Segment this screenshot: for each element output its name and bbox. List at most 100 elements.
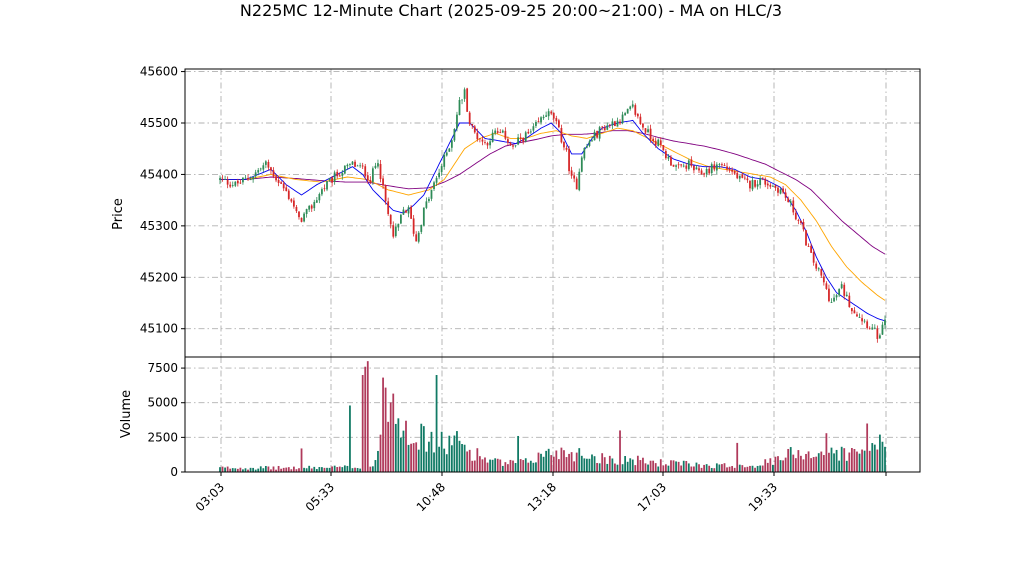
candle-body [343, 165, 346, 174]
candle-body [868, 328, 871, 330]
volume-bar [642, 457, 644, 472]
ma-fast-line [220, 119, 886, 322]
volume-bar [458, 440, 461, 472]
candle-body [491, 132, 494, 143]
volume-bar [504, 462, 507, 472]
candle-body [422, 207, 425, 226]
volume-bar [873, 444, 876, 472]
volume-bar [649, 460, 652, 472]
candle-body [850, 308, 853, 312]
volume-bar [713, 468, 716, 472]
volume-bar [570, 452, 573, 472]
volume-bar [805, 453, 807, 472]
volume-bar [680, 465, 683, 472]
candle-body [682, 165, 685, 167]
volume-bar [532, 462, 535, 472]
volume-bar [519, 459, 522, 472]
candle-body [769, 184, 772, 187]
candle-body [295, 206, 298, 212]
candle-body [550, 111, 553, 114]
volume-bar [356, 468, 359, 472]
volume-bar [473, 460, 476, 472]
candle-body [815, 263, 818, 269]
candle-body [254, 172, 257, 177]
volume-bar [777, 456, 779, 472]
candle-body [305, 209, 308, 215]
volume-bar [784, 457, 787, 472]
candle-body [853, 310, 856, 314]
volume-bar [555, 450, 558, 472]
x-tick-label: 19:33 [746, 480, 780, 514]
candle-body [631, 104, 634, 107]
price-tick-label: 45300 [140, 219, 178, 233]
volume-bar [769, 458, 772, 472]
volume-bar [305, 468, 308, 472]
candle-body [848, 295, 851, 308]
volume-bar [685, 460, 688, 472]
volume-bar [430, 431, 433, 472]
volume-bar [690, 466, 693, 472]
candle-body [657, 139, 660, 146]
volume-bar [718, 464, 721, 472]
candle-body [845, 294, 848, 297]
candle-body [394, 226, 397, 237]
volume-bar [369, 466, 372, 472]
candle-body [501, 130, 504, 133]
price-axis-label: Price [111, 198, 126, 230]
volume-bar [565, 457, 568, 472]
candle-body [866, 321, 869, 329]
volume-bar [858, 453, 861, 472]
candle-body [586, 146, 588, 148]
candle-body [642, 123, 644, 128]
candle-body [629, 106, 632, 109]
candle-body [377, 163, 379, 167]
candle-body [292, 200, 295, 207]
volume-bar [853, 449, 856, 472]
volume-bar [512, 460, 514, 472]
volume-bar [693, 466, 695, 472]
volume-bar [591, 454, 593, 472]
volume-bar [346, 465, 349, 472]
candle-body [718, 164, 721, 166]
volume-bar [552, 456, 555, 472]
candle-body [346, 164, 349, 167]
volume-bar [634, 465, 637, 472]
candle-body [494, 130, 497, 134]
candle-body [817, 268, 820, 270]
candle-body [425, 201, 428, 208]
volume-bar [624, 456, 627, 472]
candle-body [636, 113, 639, 117]
volume-bar [400, 437, 402, 472]
candle-body [359, 165, 362, 167]
volume-bar [542, 456, 545, 472]
candle-body [759, 178, 762, 186]
candle-body [354, 161, 356, 167]
volume-bar [583, 458, 586, 472]
volume-bar [639, 460, 642, 472]
volume-bar [731, 466, 734, 472]
candle-body [751, 180, 754, 190]
price-tick-label: 45400 [140, 167, 178, 181]
volume-bar [236, 468, 239, 472]
candle-body [830, 301, 833, 303]
volume-bar [647, 464, 649, 472]
candle-body [715, 164, 718, 171]
volume-bar [254, 469, 257, 472]
volume-bar [672, 460, 675, 472]
candle-body [298, 211, 300, 218]
candle-body [466, 88, 469, 112]
volume-bar [379, 434, 382, 472]
candle-body [486, 143, 489, 146]
candle-body [591, 140, 593, 142]
volume-bar [664, 464, 667, 472]
candle-body [820, 269, 823, 276]
volume-bar [550, 455, 553, 472]
volume-bar [614, 463, 616, 472]
volume-bar [466, 451, 469, 472]
candle-body [856, 314, 858, 317]
candle-body [351, 161, 354, 165]
volume-bar [308, 465, 311, 472]
volume-bar [710, 467, 713, 472]
candle-body [575, 178, 578, 190]
volume-bar [843, 448, 846, 472]
